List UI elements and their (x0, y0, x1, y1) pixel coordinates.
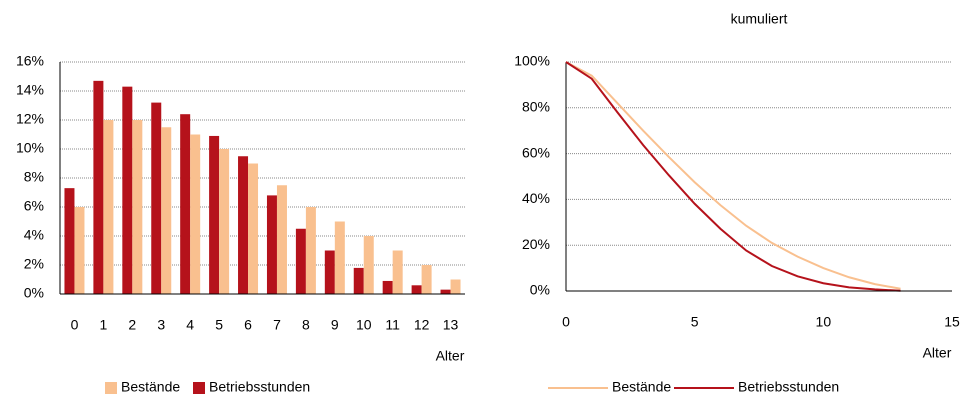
bar (276, 185, 287, 294)
legend-label: Bestände (612, 379, 671, 395)
y-tick-label: 10% (16, 140, 44, 156)
bar (93, 80, 104, 294)
bar (238, 156, 249, 294)
legend-swatch (193, 382, 205, 394)
line (565, 61, 901, 290)
bar (122, 86, 133, 295)
bar (421, 265, 432, 294)
x-axis-label: Alter (923, 345, 952, 361)
bar (334, 221, 345, 294)
bar (190, 134, 201, 294)
legend-label: Betriebsstunden (738, 379, 839, 395)
bar (440, 289, 451, 294)
bar (132, 120, 143, 294)
legend-label: Bestände (121, 379, 180, 395)
y-tick-label: 40% (522, 190, 550, 206)
y-tick-label: 100% (514, 53, 550, 69)
y-tick-label: 20% (522, 236, 550, 252)
bar (161, 127, 172, 294)
bar (363, 236, 374, 294)
bar (248, 163, 259, 294)
y-tick-label: 12% (16, 111, 44, 127)
y-tick-label: 60% (522, 144, 550, 160)
bar (382, 280, 393, 294)
bar (64, 188, 75, 294)
line (565, 61, 901, 292)
x-tick-label: 11 (385, 317, 400, 333)
x-tick-label: 7 (273, 317, 281, 333)
x-tick-label: 9 (331, 317, 339, 333)
bar (74, 207, 85, 294)
bar (392, 250, 403, 294)
y-tick-label: 8% (24, 169, 44, 185)
bar (103, 120, 114, 294)
y-tick-label: 0% (24, 285, 44, 301)
bar (295, 228, 306, 294)
x-tick-label: 5 (215, 317, 223, 333)
x-tick-label: 13 (443, 317, 459, 333)
bar (266, 195, 277, 294)
y-tick-label: 2% (24, 256, 44, 272)
bar (411, 285, 422, 294)
bar (353, 267, 364, 294)
x-tick-label: 15 (944, 314, 960, 330)
x-axis-label: Alter (436, 348, 465, 364)
bar (305, 207, 316, 294)
x-tick-label: 10 (816, 314, 832, 330)
bar (219, 149, 230, 294)
x-tick-label: 0 (562, 314, 570, 330)
x-tick-label: 6 (244, 317, 252, 333)
x-tick-label: 8 (302, 317, 310, 333)
x-tick-label: 4 (186, 317, 194, 333)
x-tick-label: 5 (691, 314, 699, 330)
x-tick-label: 2 (128, 317, 136, 333)
bar (209, 135, 220, 294)
bar (450, 279, 461, 294)
y-tick-label: 80% (522, 99, 550, 115)
x-tick-label: 1 (99, 317, 107, 333)
x-tick-label: 3 (157, 317, 165, 333)
bar (151, 102, 162, 294)
x-tick-label: 0 (71, 317, 79, 333)
y-tick-label: 16% (16, 53, 44, 69)
bar (324, 250, 335, 294)
y-tick-label: 0% (530, 282, 550, 298)
bar (180, 114, 191, 294)
chart-title: kumuliert (731, 11, 788, 27)
x-tick-label: 12 (414, 317, 430, 333)
y-tick-label: 4% (24, 227, 44, 243)
y-tick-label: 14% (16, 82, 44, 98)
legend-label: Betriebsstunden (209, 379, 310, 395)
y-tick-label: 6% (24, 198, 44, 214)
legend-swatch (105, 382, 117, 394)
x-tick-label: 10 (356, 317, 372, 333)
